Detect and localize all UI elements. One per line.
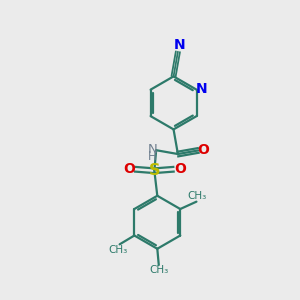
Text: O: O: [174, 162, 186, 176]
Text: CH₃: CH₃: [188, 191, 207, 201]
Text: N: N: [174, 38, 185, 52]
Text: N: N: [148, 143, 158, 156]
Text: CH₃: CH₃: [109, 244, 128, 255]
Text: CH₃: CH₃: [149, 265, 168, 275]
Text: O: O: [198, 143, 209, 158]
Text: O: O: [123, 162, 135, 176]
Text: H: H: [148, 150, 157, 163]
Text: S: S: [148, 163, 160, 178]
Text: N: N: [196, 82, 208, 96]
